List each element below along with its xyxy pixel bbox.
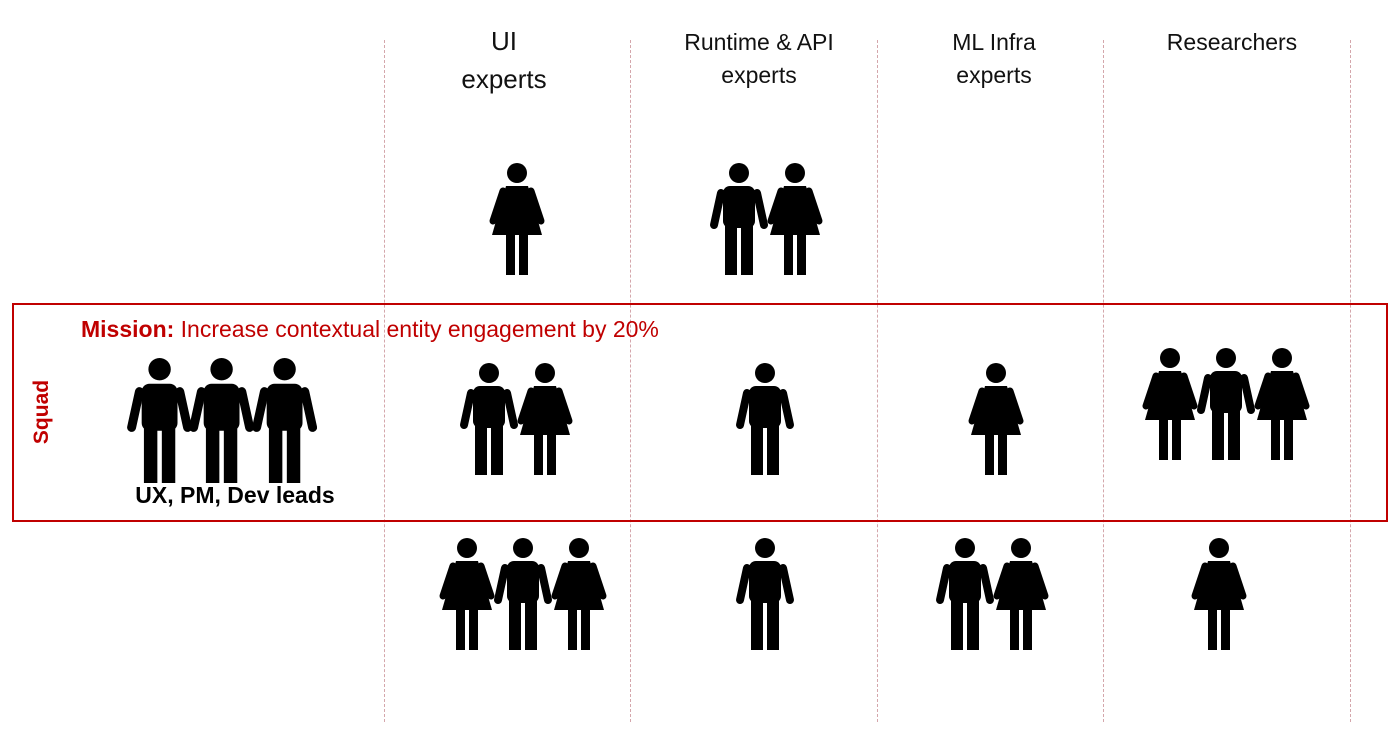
column-divider — [630, 40, 631, 722]
column-header-researchers: Researchers — [1132, 26, 1332, 59]
mission-prefix: Mission: — [81, 316, 175, 342]
female-person-icon — [1254, 348, 1310, 460]
male-person-icon — [736, 538, 794, 650]
male-person-icon — [710, 163, 768, 275]
female-person-icon — [767, 163, 823, 275]
male-person-icon — [460, 363, 518, 475]
male-person-icon — [494, 538, 552, 650]
column-header-line: experts — [461, 64, 547, 94]
male-person-icon — [936, 538, 994, 650]
squad-box — [12, 303, 1388, 522]
female-person-icon — [551, 538, 607, 650]
column-header-line: UI — [491, 26, 517, 56]
female-person-icon — [1142, 348, 1198, 460]
column-header-ui: UI experts — [404, 22, 604, 98]
column-header-line: ML Infra — [952, 29, 1036, 55]
column-header-ml-infra: ML Infra experts — [894, 26, 1094, 92]
female-person-icon — [993, 538, 1049, 650]
column-header-line: Runtime & API — [684, 29, 834, 55]
column-header-line: experts — [721, 62, 797, 88]
male-person-icon — [252, 358, 318, 484]
female-person-icon — [489, 163, 545, 275]
column-divider — [384, 40, 385, 722]
column-header-runtime: Runtime & API experts — [654, 26, 864, 92]
column-header-line: Researchers — [1166, 29, 1298, 55]
column-divider — [1103, 40, 1104, 722]
female-person-icon — [1191, 538, 1247, 650]
male-person-icon — [189, 358, 255, 484]
leads-label: UX, PM, Dev leads — [135, 482, 335, 508]
male-person-icon — [126, 358, 192, 484]
female-person-icon — [968, 363, 1024, 475]
column-divider — [1350, 40, 1351, 722]
squad-label: Squad — [30, 379, 53, 445]
mission-text: Increase contextual entity engagement by… — [174, 316, 659, 342]
female-person-icon — [517, 363, 573, 475]
mission-statement: Mission: Increase contextual entity enga… — [81, 316, 659, 343]
female-person-icon — [439, 538, 495, 650]
male-person-icon — [736, 363, 794, 475]
column-divider — [877, 40, 878, 722]
column-header-line: experts — [956, 62, 1032, 88]
male-person-icon — [1197, 348, 1255, 460]
